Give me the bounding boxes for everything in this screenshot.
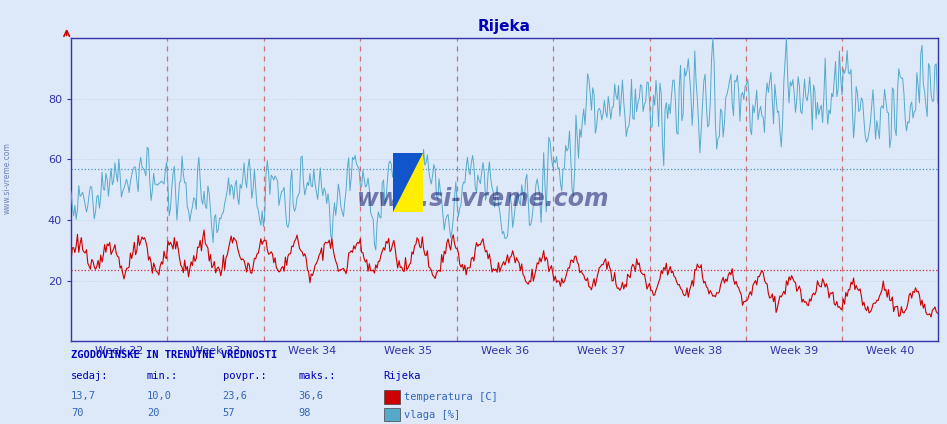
- Text: 20: 20: [147, 408, 159, 418]
- Text: www.si-vreme.com: www.si-vreme.com: [357, 187, 610, 211]
- Text: 23,6: 23,6: [223, 391, 247, 401]
- Polygon shape: [393, 153, 423, 212]
- Text: temperatura [C]: temperatura [C]: [404, 392, 498, 402]
- Text: min.:: min.:: [147, 371, 178, 382]
- Text: ZGODOVINSKE IN TRENUTNE VREDNOSTI: ZGODOVINSKE IN TRENUTNE VREDNOSTI: [71, 350, 277, 360]
- Text: 57: 57: [223, 408, 235, 418]
- Text: 36,6: 36,6: [298, 391, 323, 401]
- Text: 98: 98: [298, 408, 311, 418]
- Text: sedaj:: sedaj:: [71, 371, 109, 382]
- Text: maks.:: maks.:: [298, 371, 336, 382]
- Text: 13,7: 13,7: [71, 391, 96, 401]
- Text: 70: 70: [71, 408, 83, 418]
- Text: Rijeka: Rijeka: [384, 371, 421, 382]
- Polygon shape: [393, 153, 423, 212]
- Title: Rijeka: Rijeka: [478, 19, 530, 34]
- Text: 10,0: 10,0: [147, 391, 171, 401]
- Text: vlaga [%]: vlaga [%]: [404, 410, 460, 420]
- Text: povpr.:: povpr.:: [223, 371, 266, 382]
- Text: www.si-vreme.com: www.si-vreme.com: [3, 142, 12, 214]
